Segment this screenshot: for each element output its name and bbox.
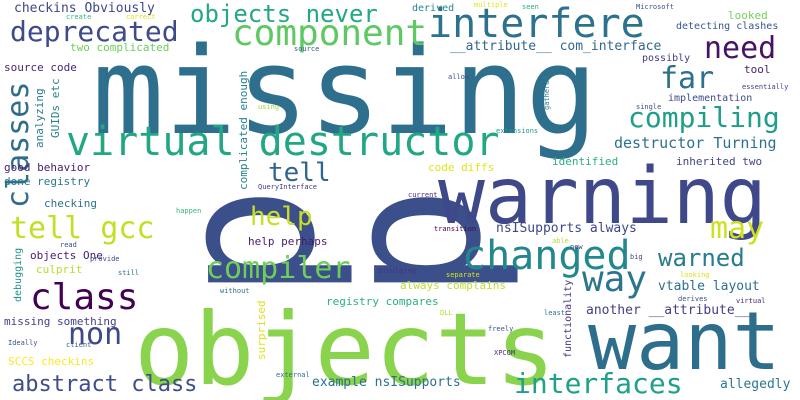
word-cloud-word: source code — [4, 61, 77, 74]
word-cloud-word: non — [68, 317, 123, 352]
word-cloud-word: two complicated — [70, 41, 170, 54]
word-cloud-word: abstract class — [12, 372, 198, 397]
word-cloud-word: destructor Turning — [614, 134, 777, 152]
word-cloud-word: need — [704, 31, 777, 66]
word-cloud-word: objects — [134, 291, 556, 400]
word-cloud-word: client — [66, 341, 92, 349]
word-cloud-word: changed — [462, 233, 631, 279]
word-cloud-word: nsISupports always — [496, 221, 637, 236]
word-cloud-word: compiling — [628, 101, 780, 134]
word-cloud-word: component — [232, 13, 428, 54]
word-cloud-word: current — [408, 191, 438, 199]
word-cloud-word: done registry — [4, 175, 91, 188]
word-cloud-word: deprecated — [10, 15, 179, 48]
word-cloud-word: way — [582, 259, 648, 300]
word-cloud-word: allegedly — [720, 377, 791, 392]
word-cloud-word: registry compares — [326, 295, 439, 308]
word-cloud-word: detecting clashes — [676, 21, 779, 32]
word-cloud-word: objects One — [30, 249, 103, 262]
word-cloud-word: help perhaps — [248, 235, 328, 248]
word-cloud-word: seen — [522, 3, 539, 11]
word-cloud-word: class — [30, 277, 139, 318]
word-cloud-word: big — [630, 253, 643, 261]
word-cloud-word: may — [710, 211, 765, 246]
word-cloud-word: using — [258, 103, 280, 111]
word-cloud-word: SCCS checkins — [8, 355, 95, 368]
word-cloud-word: multiple — [474, 1, 508, 9]
word-cloud-word: extensions — [496, 127, 539, 135]
word-cloud-word: __attribute__ com_interface — [450, 39, 662, 54]
word-cloud-word: compiler — [206, 251, 351, 286]
word-cloud-word: happen — [176, 207, 202, 215]
word-cloud-word: objects never — [190, 0, 378, 28]
word-cloud-word: warned — [658, 244, 745, 272]
word-cloud-word: implementation — [668, 93, 753, 104]
word-cloud-word: identified — [552, 155, 619, 168]
word-cloud-word: another __attribute__ — [586, 303, 751, 318]
word-cloud-word: debugging — [13, 247, 24, 302]
word-cloud-word: functionality — [563, 279, 574, 358]
word-cloud-word: classes — [1, 81, 36, 208]
word-cloud-word: new — [570, 243, 583, 251]
word-cloud-word: virtual destructor — [66, 119, 500, 165]
word-cloud-word: create — [66, 13, 92, 21]
word-cloud-word: least — [544, 309, 566, 317]
word-cloud-word: still — [118, 269, 140, 277]
word-cloud-word: tell — [268, 158, 331, 188]
word-cloud-word: provide — [90, 255, 120, 263]
word-cloud-word: read — [60, 241, 77, 249]
word-cloud-word: allow — [448, 73, 470, 81]
word-cloud-word: warning — [438, 152, 767, 242]
word-cloud-word: vtable layout — [658, 279, 760, 294]
word-cloud-word: example nsISupports — [312, 375, 461, 390]
word-cloud-word: always complains — [400, 279, 506, 292]
word-cloud-word: derived — [412, 3, 455, 14]
word-cloud-word: inherited two — [676, 155, 763, 168]
word-cloud-word: divulging — [378, 267, 416, 275]
word-cloud-word: virtual — [736, 297, 766, 305]
word-cloud-word: good behavior — [4, 161, 91, 174]
word-cloud-word: interfere — [428, 1, 645, 47]
word-cloud-word: far — [660, 61, 715, 96]
word-cloud-word: gathered — [543, 76, 551, 110]
word-cloud-word: looking — [680, 271, 710, 279]
word-cloud-word: possibly — [642, 53, 691, 64]
word-cloud-word: looked — [728, 9, 768, 22]
word-cloud-word: checking — [44, 197, 97, 210]
word-cloud-word: without — [220, 287, 250, 295]
word-cloud-word: external — [276, 371, 310, 379]
word-cloud-word: culprit — [36, 263, 83, 276]
word-cloud-word: Ideally — [8, 339, 38, 347]
word-cloud-word: want — [588, 295, 781, 388]
word-cloud-word: analyzing — [33, 88, 46, 148]
word-cloud-word: derives — [678, 295, 708, 303]
word-cloud-word: XPCOM — [494, 349, 516, 357]
word-cloud-word: tell gcc — [10, 211, 155, 246]
word-cloud-word: missing something — [4, 315, 117, 328]
word-cloud-word: surprised — [255, 300, 268, 360]
word-cloud-word: Microsoft — [636, 3, 674, 11]
word-cloud-word: QueryInterface — [258, 183, 318, 191]
word-cloud-word: complicated enough — [237, 70, 250, 190]
word-cloud-word: correct — [126, 13, 156, 21]
word-cloud-word: single — [636, 103, 662, 111]
word-cloud-word: separate — [446, 271, 480, 279]
word-cloud-word: able — [552, 237, 569, 245]
word-cloud-word: transition — [434, 225, 477, 233]
word-cloud-word: GUIDs etc — [49, 78, 62, 138]
word-cloud-word: essentially — [742, 83, 789, 91]
word-cloud-word: source — [294, 45, 320, 53]
word-cloud-word: code diffs — [428, 161, 495, 174]
word-cloud-word: missing — [92, 23, 598, 162]
word-cloud-word: DLL — [440, 309, 453, 317]
word-cloud-word: interfaces — [514, 367, 683, 400]
word-cloud-word: help — [250, 202, 313, 232]
word-cloud-word: freely — [488, 325, 514, 333]
word-cloud-word: checkins Obviously — [14, 1, 155, 16]
word-cloud-word: tool — [744, 63, 771, 76]
